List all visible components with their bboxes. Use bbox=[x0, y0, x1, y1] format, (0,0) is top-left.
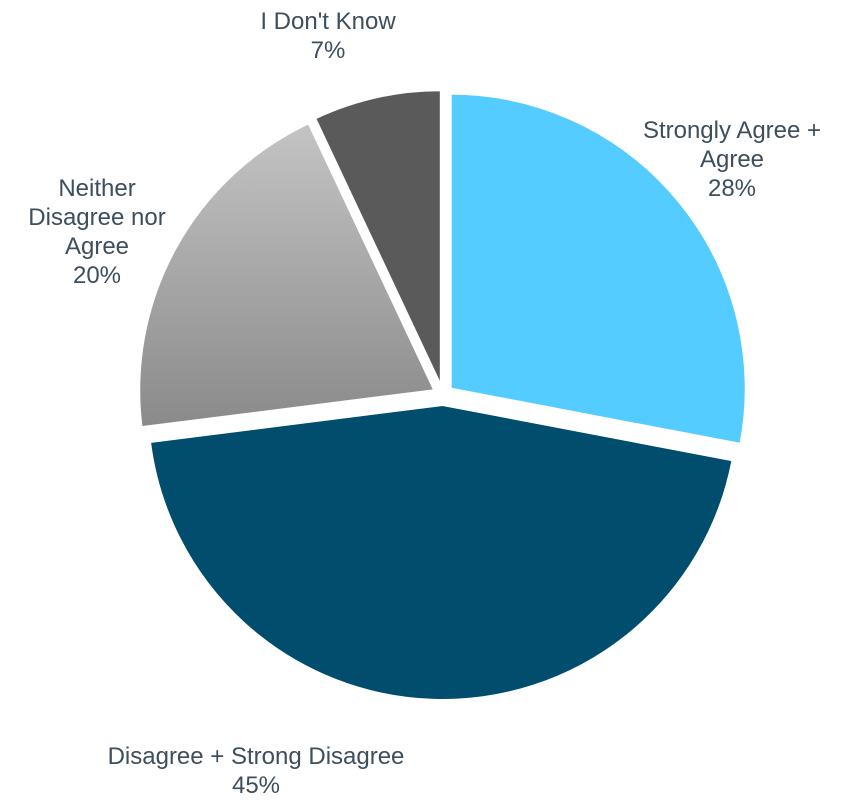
slice-label-text: I Don't Know bbox=[260, 8, 396, 35]
slice-strongly-agree bbox=[449, 92, 747, 446]
slice-value-label: 45% bbox=[231, 772, 281, 799]
slice-label-text: Disagree + Strong Disagree bbox=[107, 743, 405, 770]
label-dont-know: I Don't Know 7% bbox=[260, 7, 395, 65]
slice-value-label: 20% bbox=[72, 262, 122, 289]
slice-neither bbox=[138, 121, 436, 429]
label-neither: Neither Disagree nor Agree 20% bbox=[28, 174, 165, 290]
slice-label-text: Disagree nor bbox=[28, 204, 166, 231]
slice-dont-know bbox=[313, 89, 442, 386]
slice-label-text: Strongly Agree + bbox=[642, 117, 822, 144]
slice-value-label: 7% bbox=[310, 37, 346, 64]
label-disagree: Disagree + Strong Disagree 45% bbox=[108, 742, 405, 800]
slice-label-text: Neither bbox=[58, 175, 136, 202]
label-strongly-agree: Strongly Agree + Agree 28% bbox=[643, 116, 821, 203]
slice-label-text: Agree bbox=[699, 146, 765, 173]
pie-slices bbox=[138, 89, 747, 701]
slice-value-label: 28% bbox=[707, 175, 757, 202]
slice-disagree bbox=[148, 403, 734, 701]
slice-label-text: Agree bbox=[64, 233, 130, 260]
